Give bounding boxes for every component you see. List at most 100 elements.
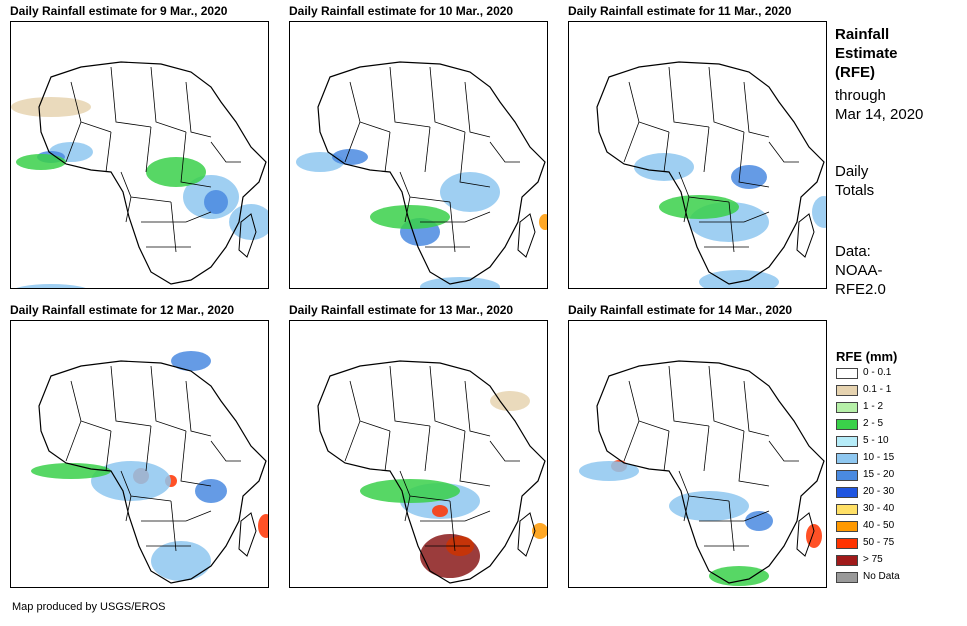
country-border (384, 430, 391, 472)
rain-cell (11, 97, 91, 117)
country-border (449, 201, 456, 253)
country-border (110, 66, 152, 128)
rain-cell (229, 204, 268, 240)
country-border (145, 425, 152, 472)
country-border (389, 365, 431, 427)
heading-line: (RFE) (835, 64, 875, 81)
rain-cell (440, 172, 500, 212)
country-border (663, 131, 670, 173)
rain-cell (258, 514, 268, 538)
panel-title: Daily Rainfall estimate for 10 Mar., 202… (289, 4, 514, 18)
country-border (738, 131, 770, 188)
country-border (699, 510, 770, 522)
legend-swatch (836, 436, 858, 447)
country-border (429, 365, 466, 432)
legend-title: RFE (mm) (836, 349, 898, 364)
africa-map (296, 61, 547, 288)
country-border (170, 201, 177, 253)
country-border (738, 430, 770, 487)
legend-label: 1 - 2 (863, 401, 884, 412)
rain-cell (171, 351, 211, 371)
totals-line: Totals (835, 182, 875, 199)
panel-title: Daily Rainfall estimate for 11 Mar., 202… (568, 4, 792, 18)
panel-title: Daily Rainfall estimate for 14 Mar., 202… (568, 303, 793, 317)
country-border (349, 81, 391, 133)
madagascar-outline (796, 213, 815, 258)
rainfall-map (289, 21, 548, 289)
rainfall-map (10, 21, 269, 289)
legend-swatch (836, 453, 858, 464)
date-range: through Mar 14, 2020 (835, 86, 923, 124)
legend-swatch (836, 572, 858, 583)
legend-label: 2 - 5 (863, 418, 884, 429)
rain-cell (745, 511, 773, 531)
rain-layer (579, 460, 822, 586)
legend-swatch (836, 368, 858, 379)
rain-cell (532, 523, 547, 539)
heading-line: Estimate (835, 45, 898, 62)
rain-layer (11, 97, 268, 288)
country-border (768, 440, 799, 462)
country-border (489, 141, 520, 163)
legend-label: 20 - 30 (863, 486, 895, 497)
country-border (185, 380, 212, 437)
country-border (663, 430, 670, 472)
country-border (449, 500, 456, 552)
country-border (65, 420, 82, 462)
continent-outline (38, 360, 267, 584)
country-border (70, 380, 112, 432)
rain-cell (360, 479, 460, 503)
totals-line: Daily (835, 163, 869, 180)
africa-map (596, 61, 826, 288)
madagascar-outline (517, 512, 536, 557)
africa-map (11, 61, 268, 288)
country-border (424, 126, 431, 173)
rain-cell (669, 491, 749, 521)
country-border (389, 66, 431, 128)
country-border (180, 131, 212, 188)
rain-cell (634, 153, 694, 181)
panel-title: Daily Rainfall estimate for 9 Mar., 2020 (10, 4, 228, 18)
legend-label: 0.1 - 1 (863, 384, 892, 395)
credit-text: Map produced by USGS/EROS (12, 601, 166, 613)
legend-swatch (836, 521, 858, 532)
rain-cell (699, 270, 779, 288)
legend-swatch (836, 402, 858, 413)
rain-cell (579, 461, 639, 481)
country-border (65, 121, 82, 163)
africa-map (317, 360, 547, 584)
rain-cell (204, 190, 228, 214)
country-border (699, 211, 770, 223)
legend-label: 50 - 75 (863, 537, 895, 548)
source-line: NOAA- (835, 262, 883, 279)
panel-title: Daily Rainfall estimate for 13 Mar., 202… (289, 303, 514, 317)
rain-layer (31, 351, 268, 581)
africa-map (31, 351, 268, 584)
rain-layer (296, 149, 547, 288)
country-border (420, 510, 491, 522)
country-border (683, 196, 690, 223)
country-border (125, 196, 132, 223)
country-border (728, 500, 735, 552)
source-line: Data: (835, 243, 871, 260)
rain-cell (31, 463, 111, 479)
legend-swatch (836, 487, 858, 498)
country-border (429, 66, 466, 133)
madagascar-outline (517, 213, 536, 258)
country-border (110, 365, 152, 427)
country-border (105, 430, 112, 472)
country-border (141, 211, 212, 223)
date-line: Mar 14, 2020 (835, 106, 924, 123)
legend-label: 40 - 50 (863, 520, 895, 531)
source-line: RFE2.0 (835, 281, 886, 298)
rain-cell (490, 391, 530, 411)
country-border (708, 66, 745, 133)
date-line: through (835, 87, 886, 104)
totals-label: Daily Totals (835, 162, 874, 200)
legend-label: 10 - 15 (863, 452, 895, 463)
rain-cell (370, 205, 450, 229)
panel-title: Daily Rainfall estimate for 12 Mar., 202… (10, 303, 235, 317)
country-border (125, 495, 132, 522)
legend-swatch (836, 385, 858, 396)
country-border (210, 141, 241, 163)
